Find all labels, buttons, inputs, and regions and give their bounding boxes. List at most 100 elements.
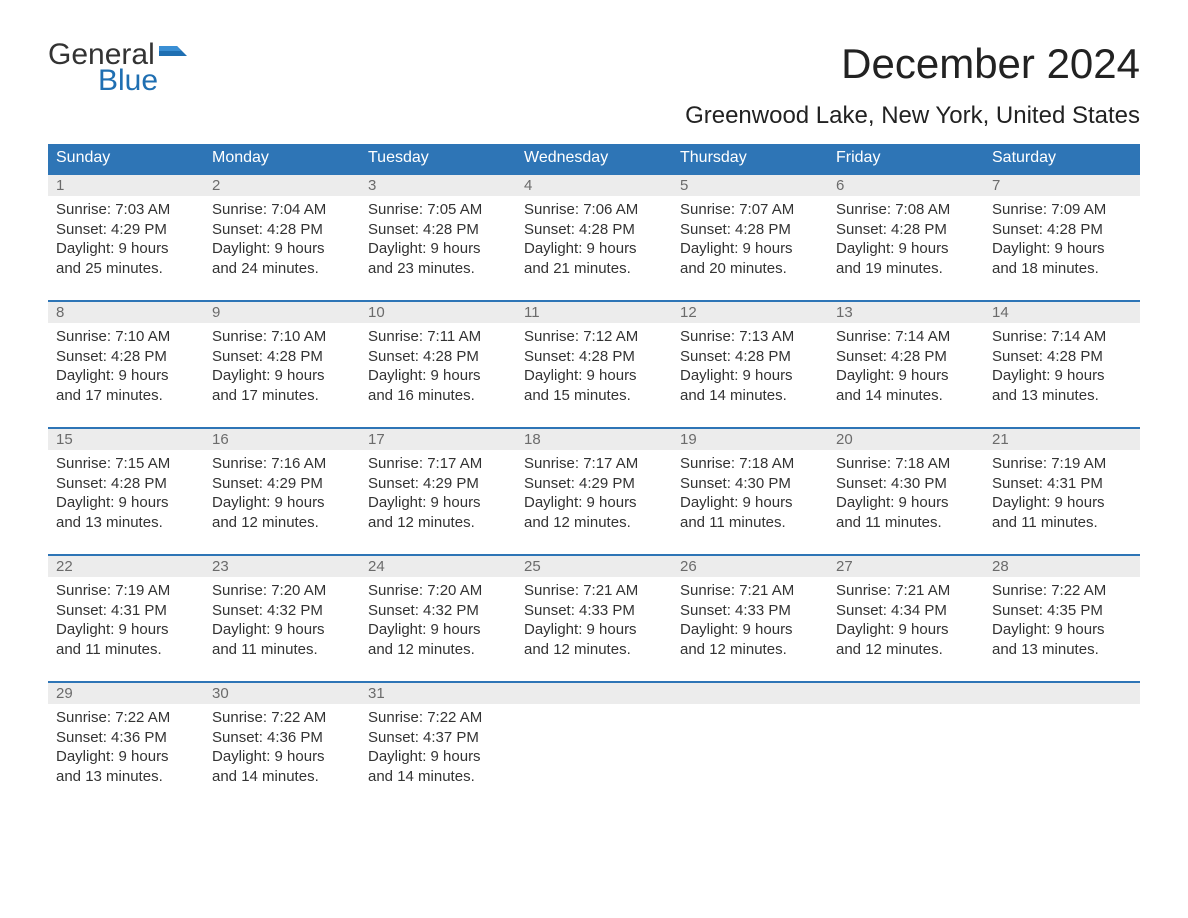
daylight-text: Daylight: 9 hours and 14 minutes. xyxy=(212,747,352,786)
daylight-text: Daylight: 9 hours and 18 minutes. xyxy=(992,239,1132,278)
sunrise-text: Sunrise: 7:21 AM xyxy=(524,581,664,601)
sunset-text: Sunset: 4:28 PM xyxy=(212,220,352,240)
dow-sunday: Sunday xyxy=(48,144,204,173)
sunrise-text: Sunrise: 7:20 AM xyxy=(212,581,352,601)
sunrise-text: Sunrise: 7:14 AM xyxy=(992,327,1132,347)
day-cell: Sunrise: 7:22 AMSunset: 4:36 PMDaylight:… xyxy=(204,704,360,786)
day-cell: Sunrise: 7:21 AMSunset: 4:34 PMDaylight:… xyxy=(828,577,984,659)
logo-word-blue: Blue xyxy=(98,66,158,96)
day-number-row: 891011121314 xyxy=(48,302,1140,323)
sunrise-text: Sunrise: 7:10 AM xyxy=(212,327,352,347)
day-content-row: Sunrise: 7:15 AMSunset: 4:28 PMDaylight:… xyxy=(48,450,1140,554)
day-number: 4 xyxy=(516,175,672,196)
day-number: 11 xyxy=(516,302,672,323)
dow-friday: Friday xyxy=(828,144,984,173)
day-cell: Sunrise: 7:11 AMSunset: 4:28 PMDaylight:… xyxy=(360,323,516,405)
daylight-text: Daylight: 9 hours and 11 minutes. xyxy=(212,620,352,659)
daylight-text: Daylight: 9 hours and 12 minutes. xyxy=(524,620,664,659)
sunset-text: Sunset: 4:29 PM xyxy=(368,474,508,494)
daylight-text: Daylight: 9 hours and 11 minutes. xyxy=(992,493,1132,532)
sunrise-text: Sunrise: 7:08 AM xyxy=(836,200,976,220)
sunset-text: Sunset: 4:28 PM xyxy=(524,220,664,240)
daylight-text: Daylight: 9 hours and 13 minutes. xyxy=(56,747,196,786)
sunset-text: Sunset: 4:32 PM xyxy=(212,601,352,621)
sunrise-text: Sunrise: 7:03 AM xyxy=(56,200,196,220)
day-number: 5 xyxy=(672,175,828,196)
day-cell: Sunrise: 7:12 AMSunset: 4:28 PMDaylight:… xyxy=(516,323,672,405)
sunset-text: Sunset: 4:29 PM xyxy=(524,474,664,494)
sunrise-text: Sunrise: 7:04 AM xyxy=(212,200,352,220)
day-cell: Sunrise: 7:10 AMSunset: 4:28 PMDaylight:… xyxy=(48,323,204,405)
sunset-text: Sunset: 4:28 PM xyxy=(524,347,664,367)
daylight-text: Daylight: 9 hours and 12 minutes. xyxy=(368,493,508,532)
sunset-text: Sunset: 4:28 PM xyxy=(368,220,508,240)
daylight-text: Daylight: 9 hours and 12 minutes. xyxy=(368,620,508,659)
day-number xyxy=(828,683,984,704)
sunrise-text: Sunrise: 7:22 AM xyxy=(368,708,508,728)
dow-monday: Monday xyxy=(204,144,360,173)
day-number: 15 xyxy=(48,429,204,450)
sunset-text: Sunset: 4:31 PM xyxy=(56,601,196,621)
sunset-text: Sunset: 4:28 PM xyxy=(56,474,196,494)
sunrise-text: Sunrise: 7:14 AM xyxy=(836,327,976,347)
day-cell: Sunrise: 7:22 AMSunset: 4:36 PMDaylight:… xyxy=(48,704,204,786)
flag-icon xyxy=(159,40,189,70)
day-cell: Sunrise: 7:05 AMSunset: 4:28 PMDaylight:… xyxy=(360,196,516,278)
day-cell: Sunrise: 7:14 AMSunset: 4:28 PMDaylight:… xyxy=(828,323,984,405)
day-cell: Sunrise: 7:07 AMSunset: 4:28 PMDaylight:… xyxy=(672,196,828,278)
sunset-text: Sunset: 4:28 PM xyxy=(836,220,976,240)
day-cell: Sunrise: 7:15 AMSunset: 4:28 PMDaylight:… xyxy=(48,450,204,532)
sunset-text: Sunset: 4:37 PM xyxy=(368,728,508,748)
sunrise-text: Sunrise: 7:21 AM xyxy=(680,581,820,601)
sunrise-text: Sunrise: 7:09 AM xyxy=(992,200,1132,220)
dow-wednesday: Wednesday xyxy=(516,144,672,173)
sunset-text: Sunset: 4:32 PM xyxy=(368,601,508,621)
dow-thursday: Thursday xyxy=(672,144,828,173)
day-cell: Sunrise: 7:21 AMSunset: 4:33 PMDaylight:… xyxy=(672,577,828,659)
day-number: 2 xyxy=(204,175,360,196)
day-cell: Sunrise: 7:03 AMSunset: 4:29 PMDaylight:… xyxy=(48,196,204,278)
day-cell: Sunrise: 7:20 AMSunset: 4:32 PMDaylight:… xyxy=(360,577,516,659)
sunrise-text: Sunrise: 7:18 AM xyxy=(680,454,820,474)
daylight-text: Daylight: 9 hours and 13 minutes. xyxy=(992,620,1132,659)
logo: General Blue xyxy=(48,40,189,96)
daylight-text: Daylight: 9 hours and 12 minutes. xyxy=(212,493,352,532)
sunrise-text: Sunrise: 7:11 AM xyxy=(368,327,508,347)
day-cell: Sunrise: 7:20 AMSunset: 4:32 PMDaylight:… xyxy=(204,577,360,659)
day-number: 10 xyxy=(360,302,516,323)
day-number-row: 1234567 xyxy=(48,175,1140,196)
sunset-text: Sunset: 4:29 PM xyxy=(56,220,196,240)
sunrise-text: Sunrise: 7:22 AM xyxy=(56,708,196,728)
day-number: 20 xyxy=(828,429,984,450)
daylight-text: Daylight: 9 hours and 17 minutes. xyxy=(56,366,196,405)
day-number: 6 xyxy=(828,175,984,196)
day-number: 9 xyxy=(204,302,360,323)
day-content-row: Sunrise: 7:22 AMSunset: 4:36 PMDaylight:… xyxy=(48,704,1140,808)
day-content-row: Sunrise: 7:19 AMSunset: 4:31 PM Daylight:… xyxy=(48,577,1140,681)
day-cell: Sunrise: 7:09 AMSunset: 4:28 PMDaylight:… xyxy=(984,196,1140,278)
sunrise-text: Sunrise: 7:17 AM xyxy=(524,454,664,474)
sunset-text: Sunset: 4:28 PM xyxy=(212,347,352,367)
day-cell xyxy=(828,704,984,786)
day-cell xyxy=(672,704,828,786)
sunrise-text: Sunrise: 7:19 AM xyxy=(56,581,196,601)
day-cell: Sunrise: 7:17 AMSunset: 4:29 PMDaylight:… xyxy=(516,450,672,532)
day-cell: Sunrise: 7:08 AMSunset: 4:28 PMDaylight:… xyxy=(828,196,984,278)
sunset-text: Sunset: 4:28 PM xyxy=(680,347,820,367)
sunset-text: Sunset: 4:28 PM xyxy=(680,220,820,240)
sunrise-text: Sunrise: 7:22 AM xyxy=(212,708,352,728)
daylight-text: Daylight: 9 hours and 13 minutes. xyxy=(992,366,1132,405)
daylight-text: Daylight: 9 hours and 12 minutes. xyxy=(680,620,820,659)
sunrise-text: Sunrise: 7:20 AM xyxy=(368,581,508,601)
daylight-text: Daylight: 9 hours and 23 minutes. xyxy=(368,239,508,278)
sunset-text: Sunset: 4:33 PM xyxy=(524,601,664,621)
daylight-text: Daylight: 9 hours and 16 minutes. xyxy=(368,366,508,405)
day-cell: Sunrise: 7:18 AMSunset: 4:30 PMDaylight:… xyxy=(828,450,984,532)
day-number-row: 293031 xyxy=(48,683,1140,704)
day-cell xyxy=(984,704,1140,786)
calendar: Sunday Monday Tuesday Wednesday Thursday… xyxy=(48,144,1140,808)
day-number: 28 xyxy=(984,556,1140,577)
day-content-row: Sunrise: 7:03 AMSunset: 4:29 PM Daylight:… xyxy=(48,196,1140,300)
daylight-text: Daylight: 9 hours and 17 minutes. xyxy=(212,366,352,405)
day-number: 24 xyxy=(360,556,516,577)
